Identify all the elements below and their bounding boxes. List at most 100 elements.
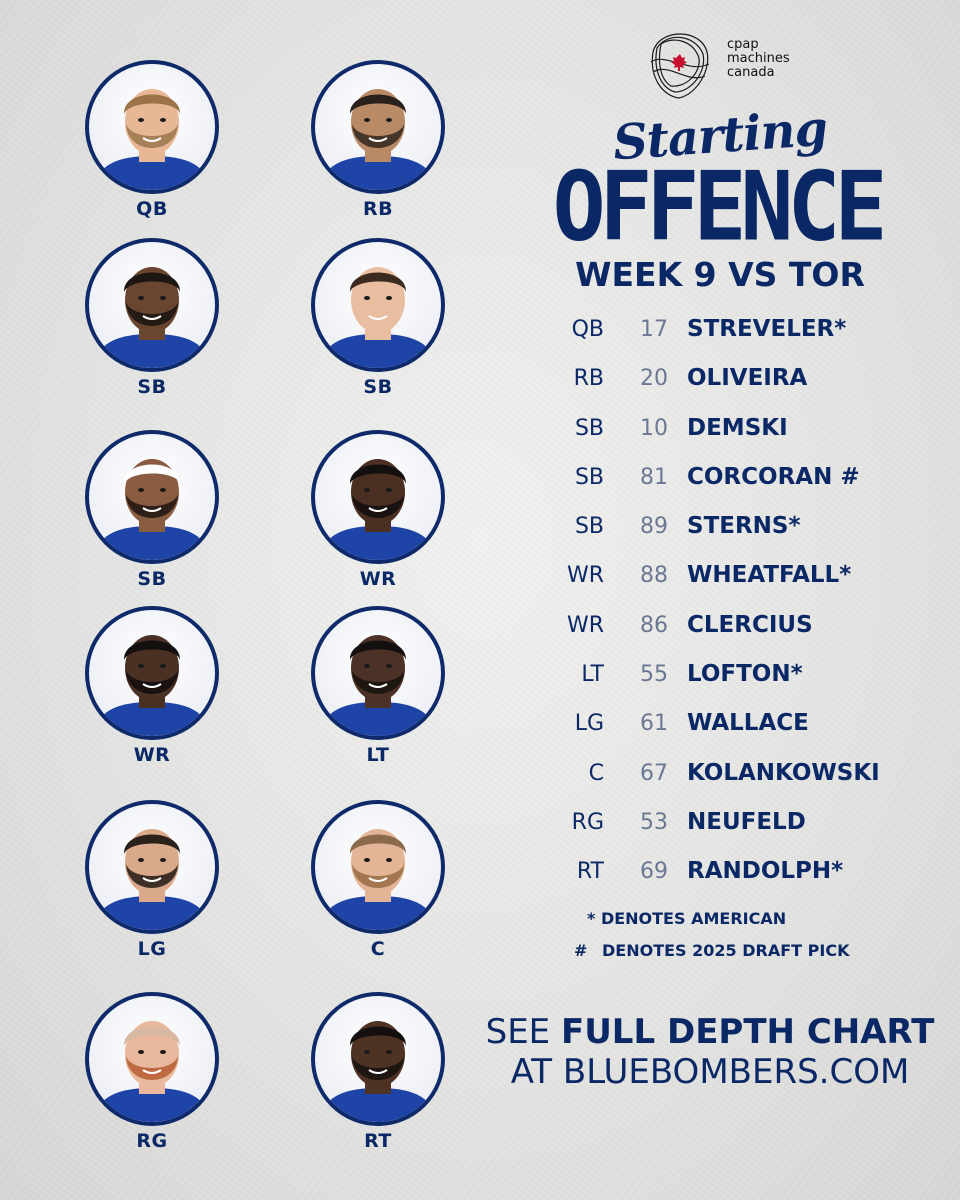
sponsor-logo: cpap machines canada — [645, 22, 805, 104]
roster-position: RG — [571, 809, 604, 835]
player-silhouette-icon — [93, 1021, 211, 1122]
roster-number: 55 — [640, 662, 668, 688]
player-card: SB — [82, 238, 222, 398]
player-photo — [311, 606, 445, 740]
roster-position: RT — [576, 859, 604, 885]
player-position-label: RT — [364, 1130, 392, 1152]
logo-line: cpap — [727, 37, 759, 52]
player-photo — [311, 430, 445, 564]
roster-player-name: CORCORAN # — [687, 463, 860, 490]
roster-row: SB 81 CORCORAN # — [560, 457, 920, 506]
roster-row: RT 69 RANDOLPH* — [560, 851, 920, 900]
player-photo — [85, 606, 219, 740]
player-silhouette-icon — [93, 459, 211, 560]
roster-player-name: NEUFELD — [687, 808, 806, 835]
player-silhouette-icon — [93, 267, 211, 368]
game-subtitle: WEEK 9 VS TOR — [575, 255, 865, 294]
roster-player-name: WALLACE — [687, 710, 809, 737]
player-silhouette-icon — [319, 89, 437, 190]
player-position-label: RG — [136, 1130, 168, 1152]
roster-number: 81 — [640, 464, 668, 490]
player-silhouette-icon — [319, 459, 437, 560]
draft-footnote-symbol: # — [574, 941, 588, 960]
roster-list: QB 17 STREVELER* RB 20 OLIVEIRA SB 10 DEMSKI SB 81… — [560, 309, 920, 901]
player-card: WR — [308, 430, 448, 590]
player-photo — [85, 238, 219, 372]
player-card: RT — [308, 992, 448, 1152]
roster-player-name: LOFTON* — [687, 661, 803, 688]
roster-player-name: STREVELER* — [687, 316, 847, 342]
roster-position: QB — [571, 317, 604, 342]
roster-player-name: CLERCIUS — [687, 611, 813, 638]
maple-leaf-icon — [650, 33, 710, 99]
player-silhouette-icon — [319, 635, 437, 736]
player-card: C — [308, 800, 448, 960]
roster-row: RG 53 NEUFELD — [560, 802, 920, 851]
player-position-label: RB — [362, 198, 394, 220]
player-silhouette-icon — [93, 635, 211, 736]
player-photo — [311, 60, 445, 194]
cta-see: SEE — [485, 1012, 551, 1052]
cta-highlight: FULL DEPTH CHART — [560, 1012, 935, 1052]
roster-position: SB — [574, 464, 604, 490]
roster-player-name: STERNS* — [687, 513, 801, 540]
roster-row: WR 86 CLERCIUS — [560, 605, 920, 654]
roster-number: 53 — [640, 809, 668, 835]
roster-row: LT 55 LOFTON* — [560, 654, 920, 703]
roster-row: QB 17 STREVELER* — [560, 309, 920, 358]
logo-line: machines — [727, 51, 790, 66]
player-photo — [85, 992, 219, 1126]
roster-row: RB 20 OLIVEIRA — [560, 358, 920, 407]
roster-number: 69 — [640, 859, 668, 885]
roster-position: WR — [566, 612, 604, 638]
player-photo — [85, 800, 219, 934]
player-photo — [85, 430, 219, 564]
roster-number: 61 — [640, 711, 668, 737]
roster-row: LG 61 WALLACE — [560, 703, 920, 752]
player-card: LG — [82, 800, 222, 960]
roster-position: RB — [573, 366, 604, 392]
roster-position: WR — [566, 563, 604, 589]
cta-line-2: AT BLUEBOMBERS.COM — [510, 1052, 910, 1092]
player-position-label: WR — [359, 568, 397, 590]
page-title: OFFENCE — [552, 150, 888, 263]
player-silhouette-icon — [93, 829, 211, 930]
american-footnote: * DENOTES AMERICAN — [587, 909, 787, 928]
player-silhouette-icon — [319, 829, 437, 930]
player-photo — [311, 800, 445, 934]
player-position-label: LG — [137, 938, 167, 960]
roster-number: 17 — [640, 317, 668, 342]
player-card: QB — [82, 60, 222, 220]
sponsor-logo-text: cpap machines canada — [727, 38, 790, 80]
roster-position: LT — [581, 662, 604, 688]
player-silhouette-icon — [93, 89, 211, 190]
roster-position: C — [588, 760, 604, 786]
player-card: SB — [308, 238, 448, 398]
roster-player-name: WHEATFALL* — [687, 562, 852, 589]
roster-row: SB 89 STERNS* — [560, 506, 920, 555]
player-card: WR — [82, 606, 222, 766]
player-card: SB — [82, 430, 222, 590]
roster-position: SB — [574, 415, 604, 441]
roster-number: 10 — [640, 415, 668, 441]
roster-number: 20 — [640, 366, 668, 392]
logo-line: canada — [727, 65, 775, 80]
player-photo — [85, 60, 219, 194]
roster-player-name: OLIVEIRA — [687, 365, 808, 392]
player-position-label: SB — [137, 376, 167, 398]
player-position-label: QB — [136, 198, 168, 220]
cta-line-1: SEE FULL DEPTH CHART — [480, 1012, 940, 1052]
roster-player-name: DEMSKI — [687, 414, 788, 441]
roster-position: LG — [574, 711, 604, 737]
roster-player-name: RANDOLPH* — [687, 858, 844, 885]
roster-number: 89 — [640, 514, 668, 540]
player-position-label: SB — [363, 376, 393, 398]
player-position-label: LT — [366, 744, 390, 766]
player-card: LT — [308, 606, 448, 766]
roster-number: 86 — [640, 612, 668, 638]
player-silhouette-icon — [319, 1021, 437, 1122]
player-card: RG — [82, 992, 222, 1152]
player-position-label: C — [370, 938, 386, 960]
roster-number: 88 — [640, 563, 668, 589]
player-position-label: WR — [133, 744, 171, 766]
